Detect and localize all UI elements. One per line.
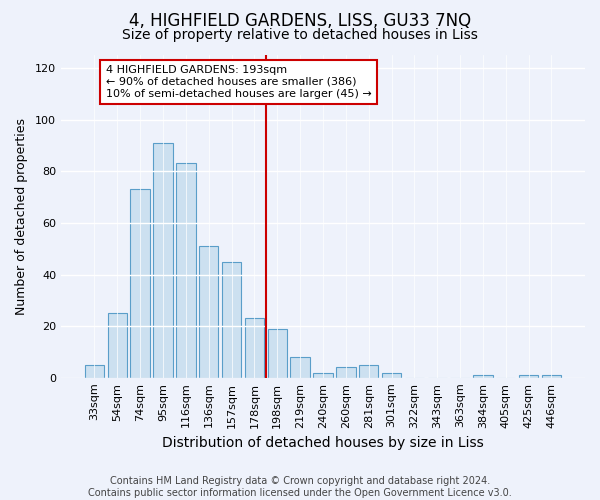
Text: Size of property relative to detached houses in Liss: Size of property relative to detached ho… bbox=[122, 28, 478, 42]
Bar bbox=[336, 368, 356, 378]
Bar bbox=[359, 365, 379, 378]
Bar bbox=[473, 375, 493, 378]
Bar bbox=[130, 190, 150, 378]
Text: Contains HM Land Registry data © Crown copyright and database right 2024.
Contai: Contains HM Land Registry data © Crown c… bbox=[88, 476, 512, 498]
Bar bbox=[176, 164, 196, 378]
Bar bbox=[154, 143, 173, 378]
Bar bbox=[268, 328, 287, 378]
Text: 4, HIGHFIELD GARDENS, LISS, GU33 7NQ: 4, HIGHFIELD GARDENS, LISS, GU33 7NQ bbox=[129, 12, 471, 30]
Y-axis label: Number of detached properties: Number of detached properties bbox=[15, 118, 28, 315]
X-axis label: Distribution of detached houses by size in Liss: Distribution of detached houses by size … bbox=[162, 436, 484, 450]
Bar bbox=[199, 246, 218, 378]
Bar bbox=[290, 357, 310, 378]
Bar bbox=[313, 372, 332, 378]
Bar bbox=[382, 372, 401, 378]
Bar bbox=[245, 318, 264, 378]
Bar bbox=[85, 365, 104, 378]
Text: 4 HIGHFIELD GARDENS: 193sqm
← 90% of detached houses are smaller (386)
10% of se: 4 HIGHFIELD GARDENS: 193sqm ← 90% of det… bbox=[106, 66, 371, 98]
Bar bbox=[107, 313, 127, 378]
Bar bbox=[519, 375, 538, 378]
Bar bbox=[222, 262, 241, 378]
Bar bbox=[542, 375, 561, 378]
